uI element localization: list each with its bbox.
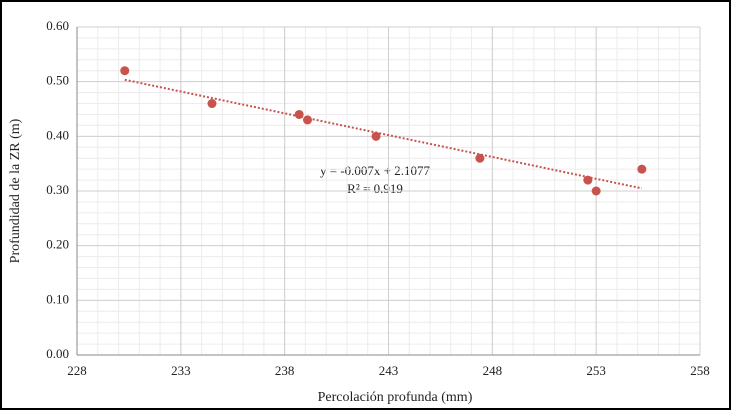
y-tick-label: 0.60 bbox=[46, 18, 69, 33]
x-tick-label: 248 bbox=[483, 363, 503, 378]
x-tick-label: 253 bbox=[586, 363, 606, 378]
y-tick-label: 0.30 bbox=[46, 182, 69, 197]
point bbox=[583, 175, 593, 185]
point bbox=[591, 186, 601, 196]
point bbox=[207, 99, 217, 109]
r-squared: R² = 0.919 bbox=[347, 181, 403, 196]
point bbox=[371, 131, 381, 141]
y-tick-label: 0.00 bbox=[46, 346, 69, 361]
point bbox=[637, 164, 647, 174]
y-tick-label: 0.40 bbox=[46, 127, 69, 142]
y-tick-label: 0.10 bbox=[46, 291, 69, 306]
y-axis-title: Profundidad de la ZR (m) bbox=[8, 118, 23, 263]
x-tick-label: 258 bbox=[690, 363, 710, 378]
x-tick-label: 233 bbox=[171, 363, 191, 378]
point bbox=[294, 109, 304, 119]
point bbox=[120, 66, 130, 76]
x-tick-label: 228 bbox=[67, 363, 87, 378]
y-tick-label: 0.20 bbox=[46, 237, 69, 252]
x-tick-label: 238 bbox=[275, 363, 295, 378]
x-axis-title: Percolación profunda (mm) bbox=[318, 390, 473, 405]
point bbox=[303, 115, 313, 125]
x-tick-label: 243 bbox=[379, 363, 399, 378]
trendline bbox=[124, 78, 643, 190]
y-tick-label: 0.50 bbox=[46, 73, 69, 88]
equation: y = -0.007x + 2.1077 bbox=[320, 163, 430, 178]
point bbox=[475, 153, 485, 163]
